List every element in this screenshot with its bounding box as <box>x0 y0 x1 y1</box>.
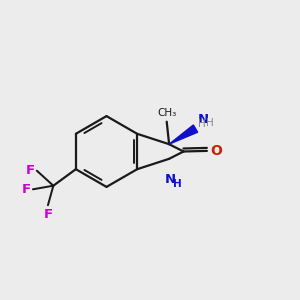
Text: N: N <box>198 113 209 126</box>
Text: CH₃: CH₃ <box>158 108 177 118</box>
Polygon shape <box>169 125 198 144</box>
Text: H: H <box>206 118 214 128</box>
Text: H: H <box>198 119 206 129</box>
Text: F: F <box>26 164 35 177</box>
Text: O: O <box>210 144 222 158</box>
Text: F: F <box>44 208 53 220</box>
Text: N: N <box>165 173 176 186</box>
Text: H: H <box>172 179 181 189</box>
Text: F: F <box>22 183 31 196</box>
